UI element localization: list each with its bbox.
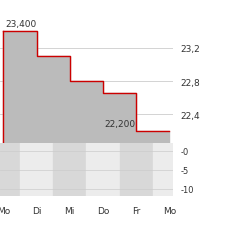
Bar <box>153 143 186 196</box>
Text: 23,400: 23,400 <box>5 20 36 29</box>
Bar <box>0 143 20 196</box>
Bar <box>53 143 86 196</box>
Bar <box>20 143 53 196</box>
Polygon shape <box>3 32 169 143</box>
Bar <box>120 143 153 196</box>
Bar <box>86 143 120 196</box>
Text: 22,200: 22,200 <box>105 120 136 129</box>
